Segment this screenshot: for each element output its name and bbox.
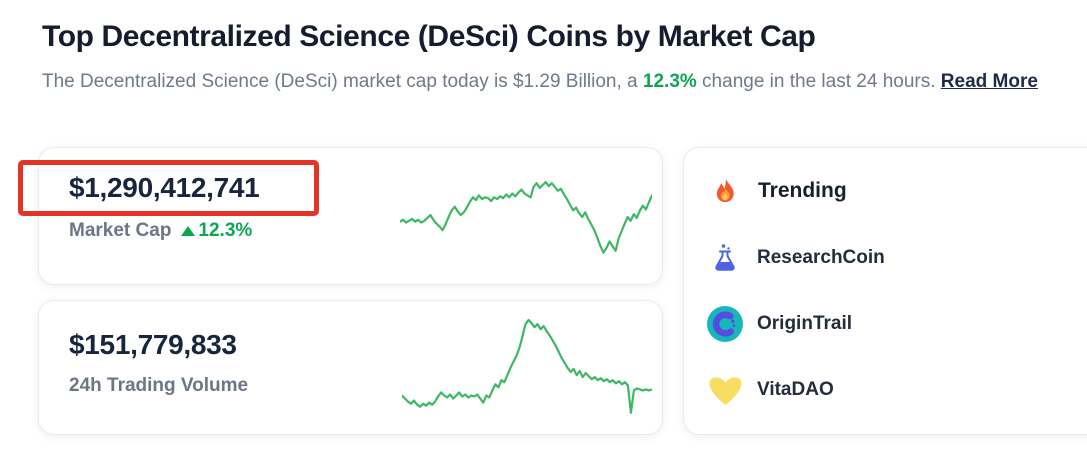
trending-title: Trending xyxy=(758,179,847,202)
trending-card: Trending ResearchCoin OriginTrail xyxy=(683,147,1087,435)
volume-label: 24h Trading Volume xyxy=(69,375,249,396)
trending-item-name: VitaDAO xyxy=(757,379,834,400)
flask-icon xyxy=(706,243,744,273)
trading-volume-card: $151,779,833 24h Trading Volume xyxy=(38,300,663,435)
volume-stat: $151,779,833 24h Trading Volume xyxy=(69,329,248,397)
market-cap-card: $1,290,412,741 Market Cap 12.3% xyxy=(38,147,663,285)
trending-item-origintrail[interactable]: OriginTrail xyxy=(706,305,1087,343)
market-cap-stat: $1,290,412,741 Market Cap 12.3% xyxy=(69,172,260,242)
trending-item-name: OriginTrail xyxy=(757,313,853,334)
trending-item-name: ResearchCoin xyxy=(757,247,885,268)
origintrail-circle-logo xyxy=(706,306,744,342)
market-cap-change: 12.3% xyxy=(198,220,253,241)
market-cap-sparkline xyxy=(400,181,652,254)
volume-sparkline xyxy=(402,318,652,414)
page-subtitle: The Decentralized Science (DeSci) market… xyxy=(42,71,1038,93)
triangle-up-icon xyxy=(181,226,196,236)
trending-item-vitadao[interactable]: VitaDAO xyxy=(706,371,1087,409)
market-cap-value: $1,290,412,741 xyxy=(69,172,260,203)
trending-header: Trending xyxy=(706,174,1087,208)
subtitle-text-prefix: The Decentralized Science (DeSci) market… xyxy=(42,71,643,92)
market-cap-label: Market Cap xyxy=(69,220,172,241)
volume-value: $151,779,833 xyxy=(69,329,237,360)
vitadao-heart-logo xyxy=(706,374,744,407)
subtitle-change-percent: 12.3% xyxy=(642,71,697,92)
read-more-link[interactable]: Read More xyxy=(940,71,1038,92)
subtitle-text-suffix: change in the last 24 hours. xyxy=(696,71,941,92)
trending-item-researchcoin[interactable]: ResearchCoin xyxy=(706,239,1087,277)
page-title: Top Decentralized Science (DeSci) Coins … xyxy=(42,20,816,53)
flame-icon xyxy=(706,177,744,205)
